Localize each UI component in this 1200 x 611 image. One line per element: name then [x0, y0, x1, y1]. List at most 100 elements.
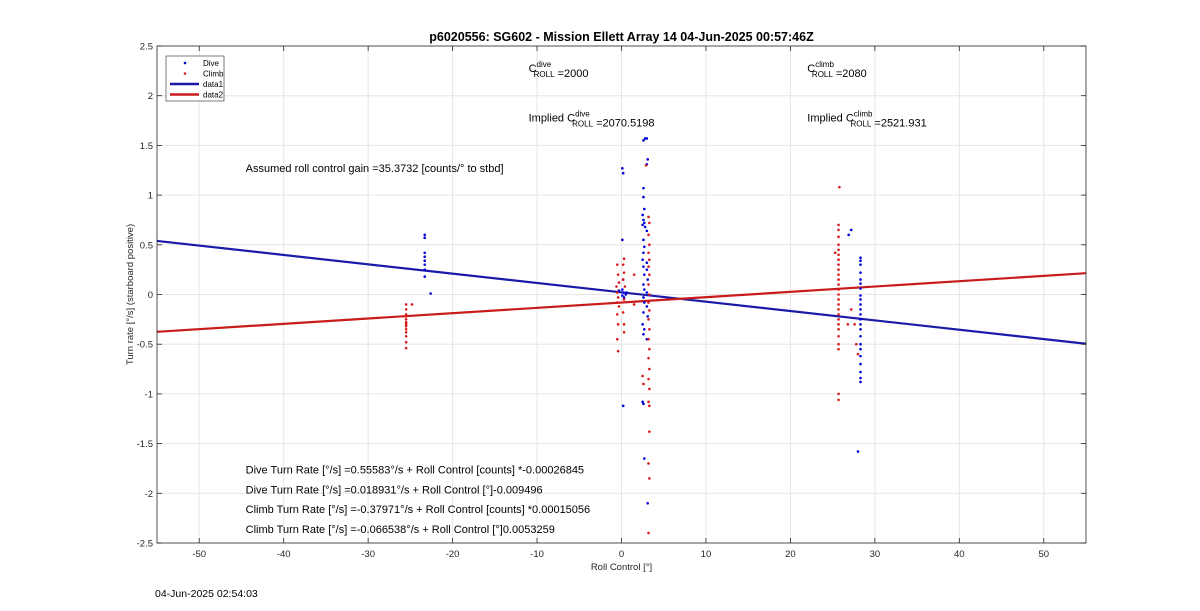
climb-point [404, 330, 408, 334]
dive-point [859, 323, 862, 326]
climb-point [837, 323, 840, 326]
x-tick-label: -40 [277, 549, 291, 560]
climb-point [647, 377, 650, 381]
climb-point [837, 243, 840, 247]
climb-point [404, 313, 408, 316]
dive-point [621, 171, 625, 175]
climb-point [648, 258, 651, 262]
climb-point [837, 342, 840, 346]
climb-point [837, 258, 840, 262]
x-tick-label: 20 [785, 549, 796, 560]
climb-point [615, 301, 619, 304]
x-axis-label: Roll Control [°] [591, 562, 652, 573]
climb-point [849, 308, 853, 311]
annotation-text: Climb Turn Rate [°/s] =-0.37971°/s + Rol… [246, 504, 590, 516]
dive-point [423, 259, 427, 263]
dive-point [859, 263, 862, 266]
dive-point [423, 251, 427, 255]
climb-point [404, 334, 408, 338]
climb-point [404, 340, 408, 344]
climb-point [404, 318, 408, 321]
dive-point [642, 139, 645, 142]
legend-label: Climb [203, 70, 224, 79]
climb-point [648, 221, 651, 225]
fit-line-data1 [157, 239, 1086, 345]
dive-point [646, 315, 649, 318]
climb-point [846, 323, 850, 326]
climb-point [623, 285, 627, 288]
dive-point [621, 294, 624, 297]
climb-point [648, 477, 651, 480]
x-tick-label: -10 [530, 549, 544, 560]
dive-point [646, 501, 649, 505]
climb-point [837, 248, 840, 252]
climb-point [837, 253, 840, 257]
climb-point [647, 233, 650, 237]
dive-point [859, 318, 862, 321]
legend-marker-dive [183, 61, 187, 65]
dive-point [859, 380, 862, 384]
series-climb [404, 163, 860, 535]
climb-point [641, 374, 644, 378]
dive-point [429, 292, 432, 295]
climb-point [837, 278, 840, 281]
dive-point [643, 273, 646, 276]
dive-point [641, 213, 644, 217]
dive-point [625, 291, 628, 294]
dive-point [645, 137, 649, 140]
x-tick-label: 30 [870, 549, 881, 560]
climb-point [648, 327, 651, 331]
dive-point [859, 362, 862, 366]
dive-point [859, 334, 862, 338]
x-tick-label: -50 [192, 549, 206, 560]
y-tick-label: -2.5 [137, 539, 153, 550]
dive-point [641, 323, 644, 326]
y-tick-label: -0.5 [137, 340, 153, 351]
dive-point [624, 293, 628, 296]
dive-point [642, 265, 645, 268]
climb-point [622, 323, 626, 326]
dive-point [423, 275, 427, 278]
climb-point [837, 228, 840, 232]
climb-point [833, 251, 837, 255]
climb-point [648, 309, 651, 312]
x-tick-label: 0 [619, 549, 624, 560]
x-tick-label: 40 [954, 549, 965, 560]
dive-point [642, 186, 645, 190]
dive-point [641, 400, 644, 404]
annotation-text: Dive Turn Rate [°/s] =0.018931°/s + Roll… [246, 484, 543, 496]
climb-point [647, 462, 650, 465]
dive-point [847, 233, 850, 237]
climb-point [616, 273, 620, 276]
dive-point [646, 158, 649, 161]
dive-point [859, 287, 862, 290]
y-tick-label: 2.5 [140, 42, 153, 53]
climb-point [648, 243, 651, 247]
climb-point [616, 349, 620, 353]
dive-point [643, 245, 646, 249]
legend-marker-climb [183, 72, 187, 75]
dive-point [423, 268, 427, 271]
climb-point [404, 327, 408, 331]
dive-point [859, 278, 862, 281]
dive-point [622, 296, 626, 299]
dive-point [859, 327, 862, 331]
climb-point [615, 337, 619, 341]
climb-point [632, 273, 636, 276]
dive-point [621, 238, 624, 242]
dive-point [617, 289, 621, 292]
climb-point [615, 313, 619, 316]
climb-point [648, 273, 651, 276]
climb-point [644, 163, 648, 167]
dive-point [645, 268, 649, 271]
dive-point [641, 223, 644, 227]
dive-point [643, 288, 646, 291]
climb-point [617, 305, 621, 308]
x-tick-label: -30 [361, 549, 375, 560]
climb-point [622, 298, 626, 301]
dive-point [859, 294, 862, 297]
climb-point [854, 342, 858, 346]
dive-point [859, 271, 862, 274]
dive-point [859, 313, 862, 316]
dive-point [643, 207, 646, 211]
